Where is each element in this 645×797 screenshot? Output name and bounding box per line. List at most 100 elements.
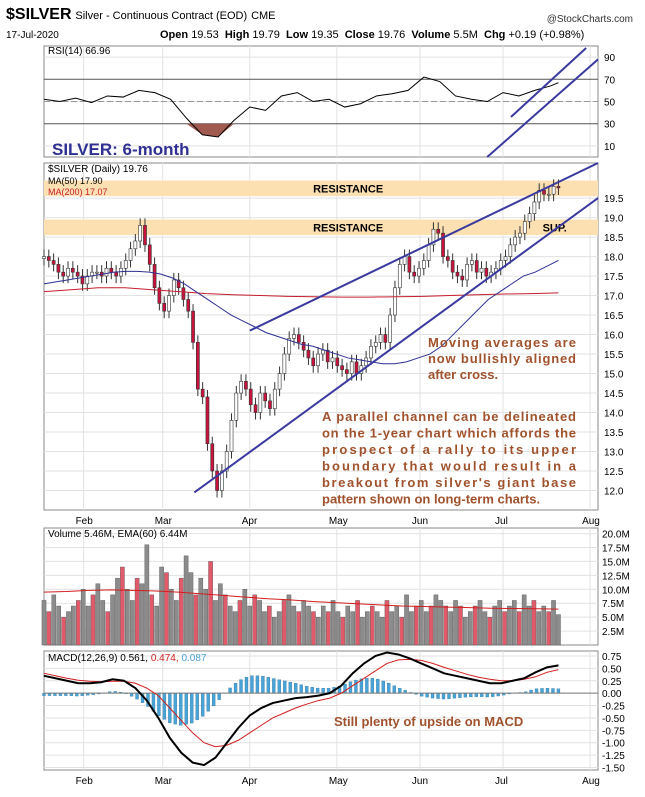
candle-body bbox=[123, 260, 128, 269]
price-tick-label: 14.5 bbox=[604, 389, 624, 400]
macd-histogram-bar bbox=[305, 685, 309, 694]
price-tick-label: 13.5 bbox=[604, 428, 624, 439]
price-x-tick-label: Apr bbox=[242, 516, 258, 527]
macd-tick-label: -1.25 bbox=[602, 751, 625, 762]
volume-bar bbox=[521, 594, 527, 646]
volume-bar bbox=[546, 611, 551, 646]
volume-bar bbox=[237, 600, 243, 646]
ma50-legend: MA(50) 17.90 bbox=[48, 176, 103, 186]
rsi-tick-label: 30 bbox=[604, 120, 616, 131]
candle-body bbox=[446, 256, 450, 261]
macd-histogram-bar bbox=[534, 688, 539, 694]
candle-body bbox=[51, 260, 56, 265]
annotation-channel: boundary that would result in a bbox=[322, 459, 577, 474]
volume-bar bbox=[66, 611, 71, 646]
macd-histogram-bar bbox=[365, 678, 369, 694]
macd-histogram-bar bbox=[310, 686, 314, 694]
volume-bar bbox=[115, 577, 120, 646]
macd-histogram-bar bbox=[381, 680, 385, 694]
annotation-channel: pattern shown on long-term charts. bbox=[322, 492, 540, 507]
volume-tick-label: 5.0M bbox=[602, 613, 624, 624]
macd-tick-label: -1.00 bbox=[602, 739, 625, 750]
channel-lower-line bbox=[193, 197, 599, 494]
candle-body bbox=[542, 189, 546, 195]
macd-histogram-bar bbox=[370, 678, 375, 694]
band-label: RESISTANCE bbox=[313, 222, 383, 234]
volume-tick-label: 17.5M bbox=[602, 544, 630, 555]
volume-bar bbox=[262, 611, 267, 646]
candle-body bbox=[157, 287, 162, 304]
volume-bar bbox=[281, 600, 287, 646]
volume-bar bbox=[492, 605, 498, 646]
volume-bar bbox=[335, 611, 341, 646]
candle-body bbox=[138, 225, 142, 242]
candle-body bbox=[450, 260, 455, 273]
candle-body bbox=[181, 287, 186, 300]
price-x-tick-label: Jun bbox=[412, 516, 428, 527]
high-label: High bbox=[224, 29, 250, 41]
macd-histogram-bar bbox=[480, 692, 484, 697]
price-tick-label: 19.5 bbox=[604, 194, 624, 205]
volume-bar bbox=[394, 605, 400, 646]
candle-body bbox=[393, 287, 397, 316]
volume-bar bbox=[399, 616, 404, 646]
candle-body bbox=[61, 271, 66, 277]
macd-x-tick-label: Apr bbox=[242, 776, 258, 787]
volume-bar bbox=[541, 605, 546, 646]
macd-histogram-bar bbox=[239, 679, 243, 694]
candle-body bbox=[210, 443, 215, 472]
volume-bar bbox=[443, 605, 449, 646]
candle-body bbox=[364, 357, 368, 367]
candle-body bbox=[95, 271, 99, 274]
macd-x-tick-label: Mar bbox=[155, 776, 173, 787]
rsi-tick-label: 90 bbox=[604, 53, 616, 64]
symbol: $SILVER bbox=[6, 6, 72, 23]
volume-legend: Volume 5.46M, EMA(60) 6.44M bbox=[48, 529, 188, 540]
volume-bar bbox=[139, 583, 145, 646]
rsi-tick-label: 70 bbox=[604, 75, 616, 86]
macd-histogram-bar bbox=[255, 675, 260, 694]
candle-body bbox=[133, 240, 138, 250]
macd-histogram-bar bbox=[315, 687, 320, 694]
volume-bar bbox=[291, 605, 297, 646]
macd-histogram-bar bbox=[261, 676, 265, 694]
volume-bar bbox=[384, 600, 390, 646]
channel-upper-line bbox=[249, 162, 599, 332]
candle-body bbox=[128, 248, 133, 261]
candle-body bbox=[239, 381, 243, 394]
candle-body bbox=[474, 260, 479, 273]
macd-histogram-bar bbox=[190, 692, 194, 724]
volume-tick-label: 12.5M bbox=[602, 571, 630, 582]
volume-bar bbox=[227, 605, 233, 646]
macd-legend-part: MACD(12,26,9) bbox=[48, 653, 120, 664]
volume-bar bbox=[105, 611, 110, 646]
candle-body bbox=[75, 271, 80, 277]
volume-bar bbox=[350, 611, 355, 646]
candle-body bbox=[191, 310, 195, 343]
ohlc-summary: Open 19.53 High 19.79 Low 19.35 Close 19… bbox=[160, 29, 584, 41]
volume-ema-line bbox=[43, 589, 559, 610]
candle-body bbox=[200, 388, 205, 398]
volume-bar bbox=[174, 600, 179, 646]
macd-tick-label: 0.75 bbox=[602, 652, 622, 663]
volume-bar bbox=[301, 600, 306, 646]
macd-tick-label: 0.50 bbox=[602, 664, 622, 675]
candle-body bbox=[186, 299, 191, 312]
instrument-name: Silver - Continuous Contract (EOD) bbox=[75, 10, 248, 22]
volume-bar bbox=[428, 605, 434, 646]
macd-annotation: Still plenty of upside on MACD bbox=[334, 714, 523, 729]
volume-bar bbox=[286, 594, 292, 646]
macd-tick-label: 0.00 bbox=[602, 689, 622, 700]
rsi-legend: RSI(14) 66.96 bbox=[48, 46, 111, 57]
volume-bar bbox=[507, 605, 512, 646]
volume-bar bbox=[369, 605, 375, 646]
candle-body bbox=[349, 361, 354, 374]
ma50-line bbox=[43, 260, 559, 365]
macd-histogram-bar bbox=[545, 688, 550, 694]
open-label: Open bbox=[160, 29, 189, 41]
rsi-tick-label: 10 bbox=[604, 142, 616, 153]
macd-histogram-bar bbox=[228, 687, 232, 694]
candle-body bbox=[421, 260, 426, 269]
macd-histogram-bar bbox=[354, 679, 358, 694]
